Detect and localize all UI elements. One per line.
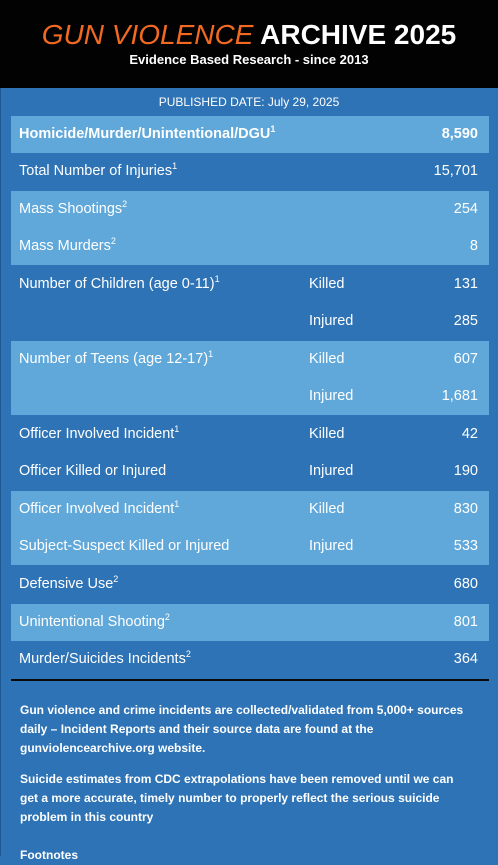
row-label: Officer Killed or Injured bbox=[19, 463, 167, 479]
row-defensive-use: Defensive Use2 680 bbox=[11, 566, 489, 603]
row-mass-shootings: Mass Shootings2 254 bbox=[11, 191, 489, 228]
row-value: 533 bbox=[453, 538, 478, 554]
row-label: Number of Children (age 0-11) bbox=[19, 276, 215, 292]
footnote-marker: 1 bbox=[214, 274, 220, 284]
header-banner: GUN VIOLENCE ARCHIVE 2025 Evidence Based… bbox=[0, 0, 498, 88]
row-value: 364 bbox=[453, 651, 478, 667]
page-subtitle: Evidence Based Research - since 2013 bbox=[129, 52, 369, 67]
row-value: 285 bbox=[453, 313, 478, 329]
row-value: 830 bbox=[453, 501, 478, 517]
row-value: 8 bbox=[469, 238, 478, 254]
row-teens-injured: Injured 1,681 bbox=[11, 378, 489, 415]
row-label: Officer Involved Incident bbox=[19, 501, 175, 517]
row-label: Unintentional Shooting bbox=[19, 614, 165, 630]
row-unintentional: Unintentional Shooting2 801 bbox=[11, 604, 489, 641]
row-label: Subject-Suspect Killed or Injured bbox=[19, 538, 230, 554]
row-murder-suicides: Murder/Suicides Incidents2 364 bbox=[11, 641, 489, 678]
row-value: 801 bbox=[453, 614, 478, 630]
row-officer-incident2-killed: Officer Involved Incident1 Killed 830 bbox=[11, 491, 489, 528]
row-value: 254 bbox=[453, 201, 478, 217]
row-value: 607 bbox=[453, 351, 478, 367]
row-value: 1,681 bbox=[441, 388, 478, 404]
footnote-marker: 2 bbox=[110, 236, 116, 246]
row-kind: Injured bbox=[309, 313, 354, 329]
title-archive: ARCHIVE 2025 bbox=[260, 19, 457, 50]
footnote-marker: 2 bbox=[113, 574, 119, 584]
row-mass-murders: Mass Murders2 8 bbox=[11, 228, 489, 265]
row-label: Defensive Use bbox=[19, 576, 114, 592]
row-value: 190 bbox=[453, 463, 478, 479]
footnote-marker: 2 bbox=[164, 612, 170, 622]
footnote-marker: 2 bbox=[122, 199, 128, 209]
row-kind: Killed bbox=[309, 351, 345, 367]
divider bbox=[11, 679, 489, 681]
note-sources: Gun violence and crime incidents are col… bbox=[20, 703, 464, 755]
row-value: 15,701 bbox=[433, 163, 478, 179]
page-title: GUN VIOLENCE ARCHIVE 2025 bbox=[0, 19, 498, 51]
footnote-marker: 1 bbox=[174, 499, 180, 509]
footnote-marker: 1 bbox=[270, 124, 276, 134]
row-teens-killed: Number of Teens (age 12-17)1 Killed 607 bbox=[11, 341, 489, 378]
row-label: Total Number of Injuries bbox=[19, 163, 173, 179]
row-label: Murder/Suicides Incidents bbox=[19, 651, 186, 667]
row-kind: Injured bbox=[309, 538, 354, 554]
footnote-marker: 2 bbox=[185, 649, 191, 659]
row-kind: Injured bbox=[309, 388, 354, 404]
row-label: Number of Teens (age 12-17) bbox=[19, 351, 209, 367]
row-label: Officer Involved Incident bbox=[19, 426, 175, 442]
row-kind: Killed bbox=[309, 426, 345, 442]
note-suicide: Suicide estimates from CDC extrapolation… bbox=[20, 772, 454, 824]
row-kind: Killed bbox=[309, 501, 345, 517]
row-officer-killed-injured: Officer Killed or Injured Injured 190 bbox=[11, 453, 489, 490]
row-children-killed: Number of Children (age 0-11)1 Killed 13… bbox=[11, 266, 489, 303]
row-label: Mass Shootings bbox=[19, 201, 123, 217]
footnote-marker: 1 bbox=[208, 349, 214, 359]
row-officer-incident-killed: Officer Involved Incident1 Killed 42 bbox=[11, 416, 489, 453]
row-kind: Injured bbox=[309, 463, 354, 479]
title-gun-violence: GUN VIOLENCE bbox=[41, 19, 254, 50]
row-value: 8,590 bbox=[441, 126, 478, 142]
row-injuries: Total Number of Injuries1 15,701 bbox=[11, 153, 489, 190]
published-date: PUBLISHED DATE: July 29, 2025 bbox=[158, 95, 340, 109]
row-value: 42 bbox=[461, 426, 478, 442]
row-label: Mass Murders bbox=[19, 238, 111, 254]
row-subject-suspect: Subject-Suspect Killed or Injured Injure… bbox=[11, 528, 489, 565]
row-value: 680 bbox=[453, 576, 478, 592]
row-value: 131 bbox=[453, 276, 478, 292]
row-children-injured: Injured 285 bbox=[11, 303, 489, 340]
row-homicide: Homicide/Murder/Unintentional/DGU1 8,590 bbox=[11, 116, 489, 153]
footnote-marker: 1 bbox=[174, 424, 180, 434]
row-kind: Killed bbox=[309, 276, 345, 292]
footnote-marker: 1 bbox=[172, 161, 178, 171]
row-label: Homicide/Murder/Unintentional/DGU bbox=[19, 126, 271, 142]
